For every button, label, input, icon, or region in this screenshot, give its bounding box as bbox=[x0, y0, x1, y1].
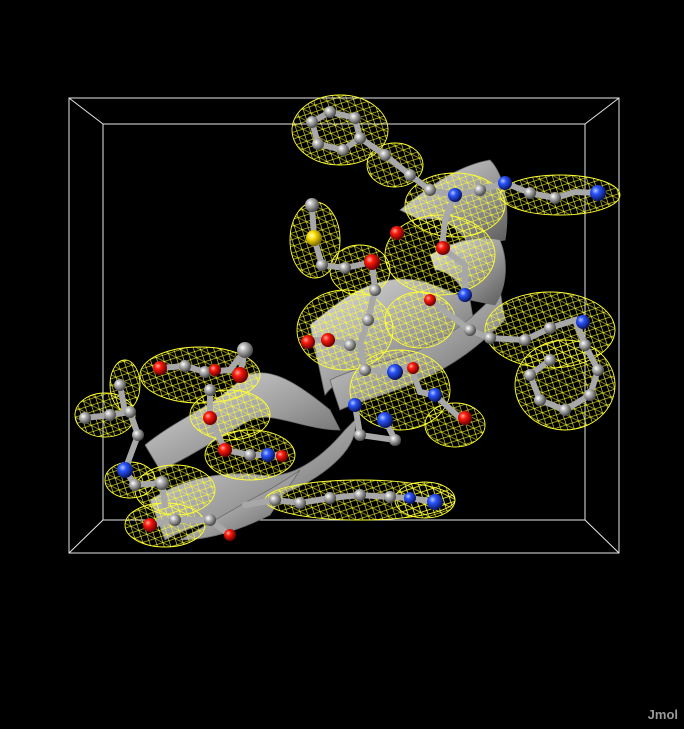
jmol-watermark: Jmol bbox=[647, 707, 678, 722]
atoms-carbon bbox=[79, 106, 604, 526]
atoms-sulfur bbox=[306, 230, 322, 246]
atoms-oxygen bbox=[143, 226, 472, 541]
atoms-nitrogen bbox=[117, 176, 606, 510]
